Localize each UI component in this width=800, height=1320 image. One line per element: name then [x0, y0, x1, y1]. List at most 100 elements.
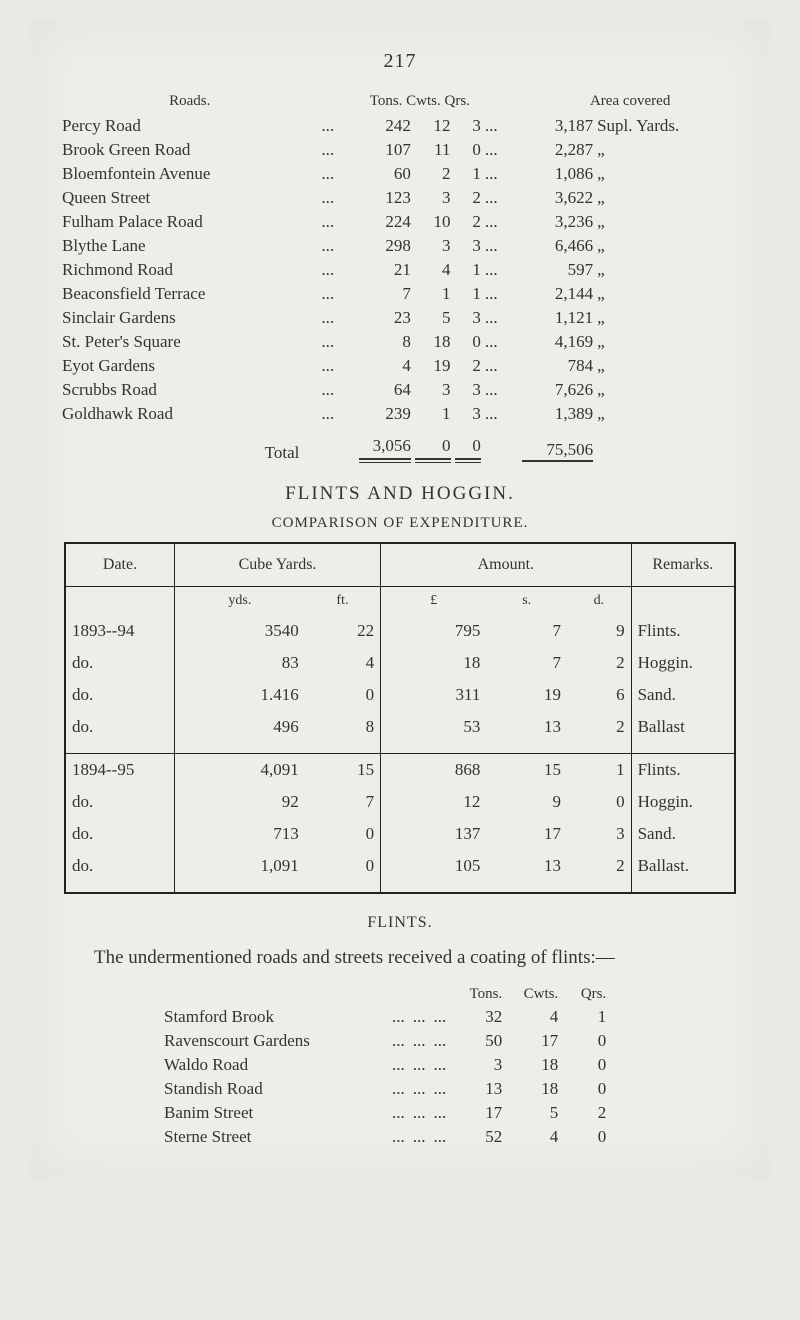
comparison-table-wrap: Date. Cube Yards. Amount. Remarks. yds. … [64, 542, 736, 894]
roads-header-tcq: Tons. Cwts. Qrs. [357, 91, 483, 114]
coating-tons: 13 [450, 1077, 506, 1101]
road-unit: „ [595, 210, 740, 234]
road-unit: „ [595, 306, 740, 330]
coating-cwts: 17 [506, 1029, 562, 1053]
comparison-header-row: Date. Cube Yards. Amount. Remarks. [66, 544, 734, 587]
dots: ... [409, 1053, 430, 1077]
road-area: 3,187 [520, 114, 595, 138]
road-cwts: 3 [413, 234, 453, 258]
road-area: 1,389 [520, 402, 595, 426]
table-row: 1893--9435402279579Flints. [66, 615, 734, 647]
table-row: Sinclair Gardens...2353...1,121„ [60, 306, 740, 330]
comp-d: 6 [567, 679, 631, 711]
road-unit: Supl. Yards. [595, 114, 740, 138]
coating-cwts: 5 [506, 1101, 562, 1125]
flints-subheading: FLINTS. [60, 914, 740, 932]
road-name: Bloemfontein Avenue [60, 162, 319, 186]
comp-ft: 0 [305, 818, 381, 850]
road-unit: „ [595, 282, 740, 306]
table-row: Queen Street...12332...3,622„ [60, 186, 740, 210]
comp-d: 2 [567, 711, 631, 753]
coating-name: Waldo Road [160, 1053, 388, 1077]
coating-cwts: 18 [506, 1053, 562, 1077]
road-area: 784 [520, 354, 595, 378]
sub-s: s. [486, 587, 567, 616]
dots: ... [319, 354, 356, 378]
dots: ... [430, 1005, 451, 1029]
comp-s: 7 [486, 615, 567, 647]
hdr-remarks: Remarks. [631, 544, 734, 587]
comp-l: 18 [381, 647, 487, 679]
coating-table: Tons. Cwts. Qrs. Stamford Brook.........… [160, 984, 610, 1149]
dots: ... [319, 234, 356, 258]
comp-date: do. [66, 711, 175, 753]
table-row: Goldhawk Road...23913...1,389„ [60, 402, 740, 426]
dots: ... [409, 1029, 430, 1053]
road-qrs: 1 [453, 258, 483, 282]
dots: ... [409, 1125, 430, 1149]
road-unit: „ [595, 402, 740, 426]
road-qrs: 0 [453, 330, 483, 354]
road-name: Goldhawk Road [60, 402, 319, 426]
dots: ... [483, 402, 520, 426]
comp-d: 3 [567, 818, 631, 850]
road-qrs: 3 [453, 234, 483, 258]
hdr-amount: Amount. [381, 544, 632, 587]
road-unit: „ [595, 378, 740, 402]
road-cwts: 11 [413, 138, 453, 162]
roads-header-area: Area covered [520, 91, 740, 114]
total-qrs: 0 [472, 436, 481, 455]
dots: ... [388, 1029, 409, 1053]
road-cwts: 4 [413, 258, 453, 282]
dots: ... [319, 162, 356, 186]
road-name: Brook Green Road [60, 138, 319, 162]
comp-ft: 4 [305, 647, 381, 679]
coating-hdr-tons: Tons. [450, 984, 506, 1005]
hdr-cube: Cube Yards. [175, 544, 381, 587]
road-tons: 298 [357, 234, 413, 258]
roads-total-row: Total 3,056 0 0 75,506 [60, 426, 740, 465]
road-qrs: 1 [453, 162, 483, 186]
comp-s: 15 [486, 754, 567, 787]
dots: ... [388, 1077, 409, 1101]
coating-tons: 52 [450, 1125, 506, 1149]
road-name: Beaconsfield Terrace [60, 282, 319, 306]
dots: ... [319, 402, 356, 426]
coating-cwts: 18 [506, 1077, 562, 1101]
comp-remark: Hoggin. [631, 786, 734, 818]
road-name: Eyot Gardens [60, 354, 319, 378]
comp-date: do. [66, 850, 175, 892]
dots: ... [483, 378, 520, 402]
comp-s: 19 [486, 679, 567, 711]
coating-header-row: Tons. Cwts. Qrs. [160, 984, 610, 1005]
hdr-date: Date. [66, 544, 175, 587]
road-name: Blythe Lane [60, 234, 319, 258]
roads-header-name: Roads. [60, 91, 319, 114]
road-name: Percy Road [60, 114, 319, 138]
coating-qrs: 0 [562, 1125, 610, 1149]
comp-ft: 8 [305, 711, 381, 753]
comp-yds: 713 [175, 818, 305, 850]
road-tons: 239 [357, 402, 413, 426]
comparison-table: Date. Cube Yards. Amount. Remarks. yds. … [66, 544, 734, 892]
comp-s: 17 [486, 818, 567, 850]
road-area: 1,086 [520, 162, 595, 186]
comp-remark: Sand. [631, 679, 734, 711]
comp-date: 1893--94 [66, 615, 175, 647]
comp-remark: Ballast [631, 711, 734, 753]
coating-qrs: 0 [562, 1053, 610, 1077]
comparison-subheader-row: yds. ft. £ s. d. [66, 587, 734, 616]
sub-yds: yds. [175, 587, 305, 616]
comp-d: 9 [567, 615, 631, 647]
total-cwts: 0 [442, 436, 451, 455]
comp-l: 53 [381, 711, 487, 753]
road-qrs: 2 [453, 354, 483, 378]
road-area: 4,169 [520, 330, 595, 354]
road-area: 1,121 [520, 306, 595, 330]
dots: ... [483, 282, 520, 306]
comp-yds: 496 [175, 711, 305, 753]
road-tons: 242 [357, 114, 413, 138]
road-qrs: 2 [453, 210, 483, 234]
dots: ... [319, 114, 356, 138]
road-area: 7,626 [520, 378, 595, 402]
